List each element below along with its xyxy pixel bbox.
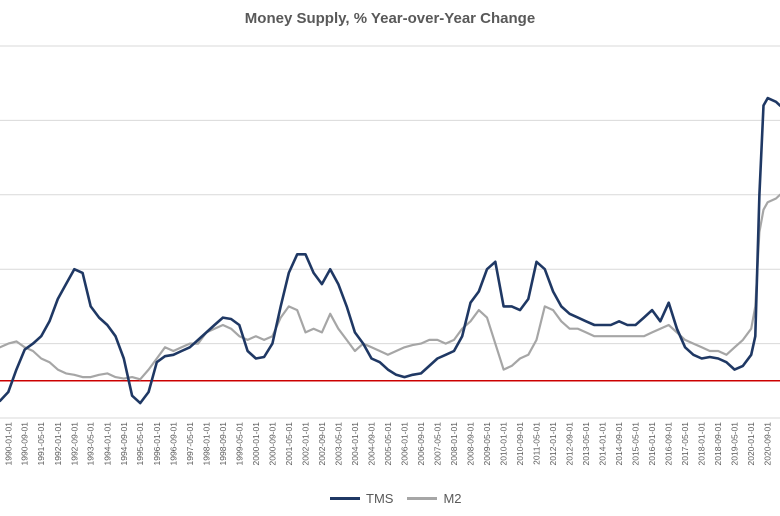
x-tick-label: 2002-09-01 <box>317 422 327 466</box>
x-tick-label: 2014-09-01 <box>614 422 624 466</box>
x-tick-label: 2002-01-01 <box>300 422 310 466</box>
x-tick-label: 2014-01-01 <box>598 422 608 466</box>
x-tick-label: 2020-01-01 <box>746 422 756 466</box>
series-line-tms <box>0 96 780 405</box>
x-tick-label: 2012-01-01 <box>548 422 558 466</box>
legend-swatch-tms <box>330 496 360 500</box>
legend-label-m2: M2 <box>443 490 462 506</box>
x-tick-label: 1990-09-01 <box>20 422 30 466</box>
x-tick-label: 2010-09-01 <box>515 422 525 466</box>
x-tick-label: 2019-05-01 <box>730 422 740 466</box>
x-tick-label: 2001-05-01 <box>284 422 294 466</box>
x-tick-label: 1991-05-01 <box>36 422 46 466</box>
gridlines <box>0 45 780 419</box>
x-tick-label: 1999-05-01 <box>234 422 244 466</box>
x-tick-label: 2004-01-01 <box>350 422 360 466</box>
x-tick-label: 1993-05-01 <box>86 422 96 466</box>
x-tick-label: 2015-05-01 <box>631 422 641 466</box>
x-tick-label: 2013-05-01 <box>581 422 591 466</box>
x-tick-label: 2005-05-01 <box>383 422 393 466</box>
x-tick-label: 1992-01-01 <box>53 422 63 466</box>
x-tick-label: 2006-09-01 <box>416 422 426 466</box>
series-layer <box>0 96 780 405</box>
x-tick-label: 1990-01-01 <box>3 422 13 466</box>
x-tick-label: 2018-01-01 <box>697 422 707 466</box>
x-tick-label: 1996-09-01 <box>168 422 178 466</box>
x-tick-label: 1994-01-01 <box>102 422 112 466</box>
x-tick-label: 1992-09-01 <box>69 422 79 466</box>
x-tick-label: 2004-09-01 <box>366 422 376 466</box>
x-tick-label: 2006-01-01 <box>400 422 410 466</box>
x-tick-label: 2000-01-01 <box>251 422 261 466</box>
x-tick-label: 2020-09-01 <box>763 422 773 466</box>
x-tick-label: 2007-05-01 <box>432 422 442 466</box>
x-tick-label: 1996-01-01 <box>152 422 162 466</box>
chart-title: Money Supply, % Year-over-Year Change <box>244 10 536 27</box>
x-tick-label: 2008-09-01 <box>466 422 476 466</box>
x-tick-label: 2012-09-01 <box>565 422 575 466</box>
x-tick-label: 2000-09-01 <box>267 422 277 466</box>
series-line-m2 <box>0 193 780 381</box>
x-tick-label: 2016-01-01 <box>647 422 657 466</box>
x-tick-label: 1994-09-01 <box>119 422 129 466</box>
legend-item-tms: TMS <box>330 491 393 506</box>
x-tick-label: 2018-09-01 <box>713 422 723 466</box>
x-tick-label: 1995-05-01 <box>135 422 145 466</box>
x-tick-label: 1997-05-01 <box>185 422 195 466</box>
x-axis-tick-labels: 1990-01-01 1990-09-01 1991-05-01 1992-01-01… <box>3 422 772 466</box>
x-tick-label: 2008-01-01 <box>449 422 459 466</box>
legend-swatch-m2 <box>407 496 438 500</box>
legend: TMS M2 <box>330 489 462 507</box>
x-tick-label: 2010-01-01 <box>499 422 509 466</box>
legend-item-m2: M2 <box>407 490 462 506</box>
x-tick-label: 2011-05-01 <box>531 422 541 465</box>
x-tick-label: 1998-01-01 <box>201 422 211 466</box>
x-tick-label: 1998-09-01 <box>218 422 228 466</box>
x-tick-label: 2003-05-01 <box>333 422 343 466</box>
x-tick-label: 2017-05-01 <box>680 422 690 466</box>
legend-label-tms: TMS <box>366 490 394 506</box>
x-tick-label: 2009-05-01 <box>482 422 492 466</box>
x-tick-label: 2016-09-01 <box>664 422 674 466</box>
